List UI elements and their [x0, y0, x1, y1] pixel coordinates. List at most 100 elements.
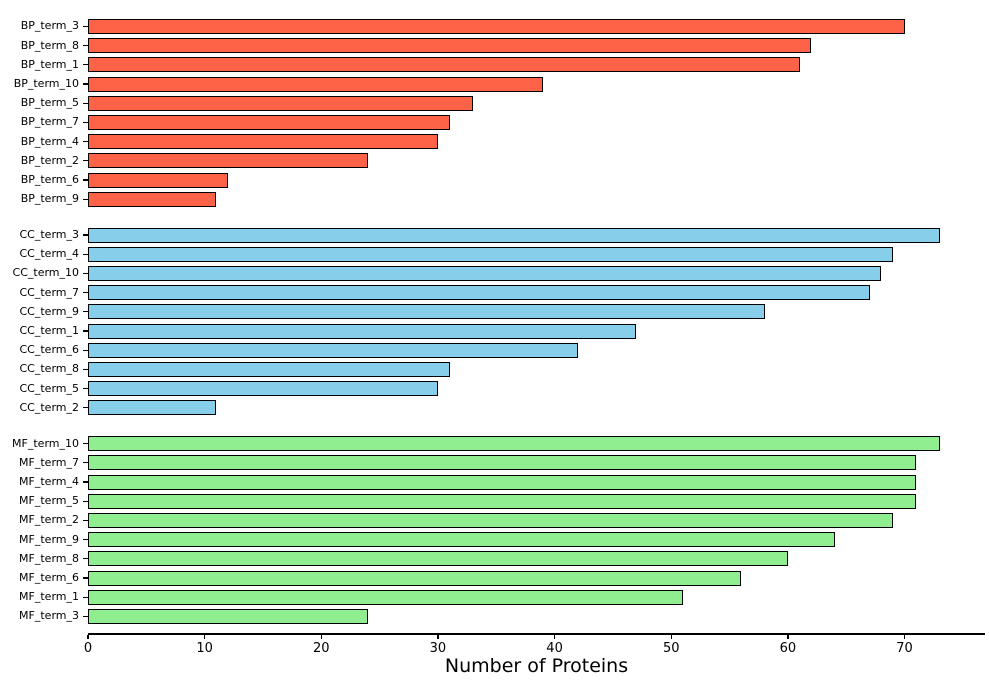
- y-tick-label: MF_term_6: [19, 571, 79, 584]
- y-tick-label: CC_term_8: [19, 362, 80, 376]
- bar-MF_term_8: [88, 551, 788, 567]
- y-tick-label: BP_term_9: [20, 192, 79, 206]
- y-tick-mark: [82, 291, 88, 294]
- x-tick-mark: [87, 634, 89, 639]
- bar-MF_term_9: [88, 532, 835, 548]
- y-tick-mark: [82, 615, 88, 618]
- bar-MF_term_2: [88, 512, 893, 528]
- bar-BP_term_10: [88, 76, 543, 92]
- y-tick-label: CC_term_3: [19, 228, 80, 241]
- y-tick-mark: [82, 519, 88, 522]
- bar-CC_term_10: [88, 265, 882, 281]
- y-tick-label: BP_term_7: [20, 115, 79, 129]
- y-tick-label: CC_term_2: [19, 400, 80, 414]
- y-tick-label: CC_term_7: [19, 285, 80, 299]
- y-tick-label: BP_term_2: [20, 153, 79, 167]
- bar-CC_term_5: [88, 381, 438, 397]
- bar-CC_term_8: [88, 361, 450, 377]
- x-tick-label: 30: [429, 641, 447, 656]
- y-tick-mark: [82, 121, 88, 124]
- y-tick-mark: [82, 64, 88, 66]
- y-tick-mark: [82, 500, 88, 502]
- x-tick-label: 10: [196, 641, 213, 656]
- y-tick-label: MF_term_8: [19, 551, 79, 565]
- y-tick-mark: [82, 368, 88, 371]
- x-axis-title: Number of Proteins: [444, 655, 629, 677]
- bar-BP_term_1: [88, 57, 800, 73]
- x-tick-mark: [320, 634, 322, 639]
- y-tick-label: MF_term_9: [19, 532, 79, 546]
- bar-BP_term_7: [88, 114, 450, 130]
- bar-CC_term_2: [88, 400, 217, 416]
- y-tick-label: CC_term_6: [19, 343, 80, 357]
- y-tick-mark: [82, 311, 88, 313]
- bar-CC_term_4: [88, 246, 893, 262]
- y-tick-mark: [82, 44, 88, 47]
- x-tick-mark: [553, 634, 556, 639]
- y-tick-mark: [82, 349, 88, 351]
- y-tick-mark: [82, 140, 88, 143]
- y-tick-label: BP_term_1: [20, 57, 79, 71]
- y-tick-mark: [82, 102, 88, 104]
- y-tick-mark: [82, 481, 88, 483]
- y-tick-mark: [82, 407, 88, 409]
- bar-MF_term_4: [88, 474, 917, 490]
- bar-CC_term_7: [88, 285, 870, 301]
- y-tick-mark: [82, 558, 88, 560]
- x-tick-mark: [670, 634, 672, 639]
- x-tick-label: 20: [313, 641, 330, 656]
- y-tick-label: MF_term_4: [19, 475, 79, 488]
- bar-MF_term_10: [88, 436, 940, 452]
- y-tick-mark: [82, 387, 88, 390]
- x-tick-label: 60: [779, 641, 797, 656]
- bar-MF_term_1: [88, 589, 683, 605]
- y-tick-mark: [82, 538, 88, 541]
- bar-CC_term_1: [88, 323, 637, 339]
- bar-MF_term_6: [88, 570, 742, 586]
- y-tick-label: MF_term_5: [19, 494, 79, 508]
- bar-BP_term_9: [88, 191, 217, 207]
- y-tick-label: CC_term_1: [19, 324, 80, 337]
- bar-MF_term_3: [88, 608, 368, 624]
- bar-CC_term_3: [88, 227, 940, 243]
- y-tick-label: CC_term_10: [12, 266, 79, 280]
- y-tick-label: MF_term_10: [12, 436, 79, 450]
- y-tick-label: CC_term_4: [19, 247, 80, 261]
- y-tick-label: BP_term_8: [20, 38, 79, 52]
- bar-CC_term_9: [88, 304, 765, 320]
- y-tick-mark: [82, 198, 88, 200]
- y-tick-label: CC_term_5: [19, 381, 80, 395]
- y-tick-mark: [82, 577, 88, 579]
- y-tick-mark: [82, 160, 88, 162]
- y-tick-mark: [82, 83, 88, 85]
- bar-BP_term_5: [88, 95, 473, 111]
- x-tick-mark: [437, 634, 439, 639]
- y-tick-mark: [82, 596, 88, 598]
- y-tick-mark: [82, 179, 88, 181]
- y-tick-label: BP_term_6: [20, 173, 79, 186]
- y-tick-label: MF_term_1: [19, 590, 79, 604]
- y-tick-label: BP_term_10: [13, 77, 79, 90]
- x-tick-label: 40: [546, 641, 563, 656]
- y-tick-mark: [82, 234, 88, 236]
- y-tick-mark: [82, 253, 88, 255]
- y-tick-mark: [82, 25, 88, 28]
- y-tick-mark: [82, 442, 88, 445]
- bar-CC_term_6: [88, 342, 578, 358]
- y-tick-label: MF_term_2: [19, 513, 79, 527]
- bar-MF_term_5: [88, 493, 917, 509]
- x-tick-mark: [203, 634, 206, 639]
- y-tick-label: MF_term_7: [19, 455, 79, 469]
- y-tick-label: CC_term_9: [19, 304, 80, 318]
- bar-BP_term_6: [88, 172, 228, 188]
- x-tick-label: 70: [896, 641, 913, 656]
- bar-BP_term_3: [88, 18, 905, 34]
- y-tick-mark: [82, 462, 88, 464]
- y-tick-label: BP_term_5: [20, 96, 79, 110]
- x-tick-mark: [787, 634, 789, 639]
- bar-BP_term_8: [88, 38, 812, 54]
- bar-MF_term_7: [88, 455, 917, 471]
- y-tick-label: BP_term_3: [20, 19, 79, 33]
- y-tick-label: MF_term_3: [19, 609, 79, 623]
